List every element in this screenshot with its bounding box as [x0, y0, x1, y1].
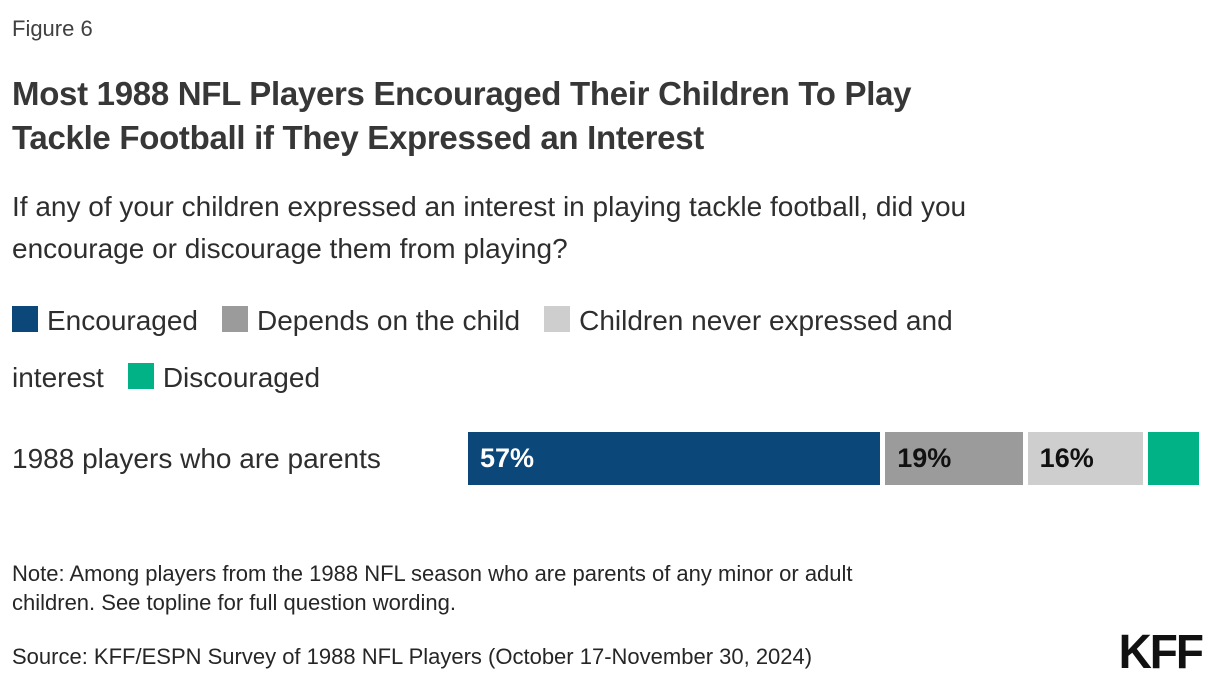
legend-item-1: Encouraged: [12, 305, 198, 336]
bar-segment-1: 57%: [468, 432, 881, 485]
source-text: Source: KFF/ESPN Survey of 1988 NFL Play…: [12, 644, 813, 669]
footer: Source: KFF/ESPN Survey of 1988 NFL Play…: [12, 623, 1208, 679]
legend-item-3: Children never expressed and interest: [12, 305, 953, 393]
legend-swatch-icon: [127, 363, 154, 389]
legend-item-4: Discouraged: [127, 362, 321, 393]
legend-swatch-icon: [544, 306, 571, 332]
figure-label: Figure 6: [12, 16, 93, 41]
legend-item-2: Depends on the child: [222, 305, 520, 336]
legend-swatch-icon: [222, 306, 249, 332]
bar-segment-value-label: 16%: [1039, 443, 1094, 473]
bar-row: 1988 players who are parents 57% 19% 16%: [12, 432, 1208, 485]
legend-swatch-icon: [12, 306, 38, 332]
bar-segment-value-label: 57%: [480, 443, 535, 473]
bar-segment-4: [1148, 432, 1200, 485]
legend-item-label: Encouraged: [47, 305, 199, 336]
legend-item-label: Children never expressed and interest: [12, 305, 953, 393]
legend-item-label: Depends on the child: [257, 305, 521, 336]
bar-segment-2: 19%: [885, 432, 1023, 485]
legend-item-label: Discouraged: [162, 362, 321, 393]
legend: Encouraged Depends on the child Children n…: [12, 292, 1132, 406]
bar-segment-3: 16%: [1027, 432, 1144, 485]
stacked-bar: 57% 19% 16%: [468, 432, 1200, 485]
note-text: Note: Among players from the 1988 NFL se…: [12, 561, 853, 615]
chart-question: If any of your children expressed an int…: [12, 191, 967, 264]
category-label: 1988 players who are parents: [12, 442, 381, 474]
kff-logo: KFF: [1118, 623, 1204, 679]
chart-title: Most 1988 NFL Players Encouraged Their C…: [12, 75, 912, 156]
bar-segment-value-label: 19%: [897, 443, 952, 473]
